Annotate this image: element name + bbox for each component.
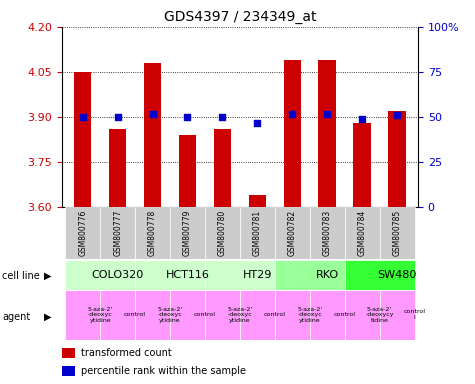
Point (79, 114, 86, 120)
Text: 5-aza-2'
-deoxyc
ytidine: 5-aza-2' -deoxyc ytidine (227, 306, 253, 323)
Point (184, 114, 191, 120)
Text: ▶: ▶ (44, 312, 52, 322)
FancyBboxPatch shape (135, 260, 205, 290)
Point (288, 111, 296, 117)
Text: GSM800785: GSM800785 (392, 210, 401, 257)
Bar (109, 129, 126, 207)
FancyBboxPatch shape (275, 260, 345, 290)
Text: 5-aza-2'
-deoxyc
ytidine: 5-aza-2' -deoxyc ytidine (297, 306, 323, 323)
Bar (214, 129, 231, 207)
FancyBboxPatch shape (275, 290, 310, 340)
Text: control: control (264, 312, 286, 318)
Bar (248, 195, 266, 207)
Title: GDS4397 / 234349_at: GDS4397 / 234349_at (163, 10, 316, 25)
Text: control: control (124, 312, 146, 318)
FancyBboxPatch shape (100, 290, 135, 340)
FancyBboxPatch shape (310, 207, 345, 259)
Point (254, 119, 261, 126)
Text: GSM800783: GSM800783 (323, 210, 332, 257)
Bar (284, 60, 301, 207)
FancyBboxPatch shape (205, 290, 240, 340)
Text: percentile rank within the sample: percentile rank within the sample (81, 366, 247, 376)
Text: 5-aza-2'
-deoxyc
ytidine: 5-aza-2' -deoxyc ytidine (157, 306, 183, 323)
Text: HCT116: HCT116 (166, 270, 209, 280)
FancyBboxPatch shape (170, 207, 205, 259)
Bar (318, 60, 336, 207)
Text: HT29: HT29 (243, 270, 272, 280)
Text: ▶: ▶ (44, 271, 52, 281)
Bar (62, 348, 75, 358)
FancyBboxPatch shape (240, 207, 275, 259)
FancyBboxPatch shape (345, 290, 380, 340)
Bar (353, 123, 371, 207)
FancyBboxPatch shape (275, 207, 310, 259)
Point (393, 112, 401, 118)
Text: transformed count: transformed count (81, 348, 172, 358)
FancyBboxPatch shape (65, 207, 100, 259)
Text: GSM800781: GSM800781 (253, 210, 262, 257)
FancyBboxPatch shape (205, 260, 275, 290)
Text: GSM800777: GSM800777 (113, 210, 122, 257)
FancyBboxPatch shape (345, 260, 415, 290)
Text: control
l: control l (403, 310, 426, 320)
Text: GSM800778: GSM800778 (148, 210, 157, 257)
Text: GSM800784: GSM800784 (358, 210, 367, 257)
Bar (389, 111, 406, 207)
FancyBboxPatch shape (65, 260, 135, 290)
Point (149, 111, 156, 117)
Text: GSM800776: GSM800776 (78, 210, 87, 257)
Text: GSM800780: GSM800780 (218, 210, 227, 257)
Text: 5-aza-2'
-deoxyc
ytidine: 5-aza-2' -deoxyc ytidine (87, 306, 113, 323)
Text: 5-aza-2'
-deoxycy
tidine: 5-aza-2' -deoxycy tidine (365, 306, 394, 323)
FancyBboxPatch shape (135, 290, 170, 340)
Text: RKO: RKO (315, 270, 339, 280)
Text: GSM800782: GSM800782 (288, 210, 297, 257)
Bar (179, 135, 196, 207)
FancyBboxPatch shape (240, 290, 275, 340)
Bar (62, 366, 75, 376)
Text: control: control (333, 312, 356, 318)
Point (323, 111, 331, 117)
Point (114, 114, 122, 120)
FancyBboxPatch shape (310, 290, 345, 340)
Text: cell line: cell line (2, 271, 40, 281)
Bar (74, 72, 91, 207)
FancyBboxPatch shape (380, 290, 415, 340)
FancyBboxPatch shape (100, 207, 135, 259)
FancyBboxPatch shape (205, 207, 240, 259)
Point (358, 116, 366, 122)
FancyBboxPatch shape (380, 207, 415, 259)
FancyBboxPatch shape (170, 290, 205, 340)
Text: COLO320: COLO320 (92, 270, 144, 280)
Text: GSM800779: GSM800779 (183, 210, 192, 257)
Point (218, 114, 226, 120)
FancyBboxPatch shape (135, 207, 170, 259)
Text: control: control (194, 312, 216, 318)
Bar (144, 63, 162, 207)
Text: SW480: SW480 (377, 270, 417, 280)
FancyBboxPatch shape (345, 207, 380, 259)
Text: agent: agent (2, 312, 30, 322)
FancyBboxPatch shape (65, 290, 100, 340)
